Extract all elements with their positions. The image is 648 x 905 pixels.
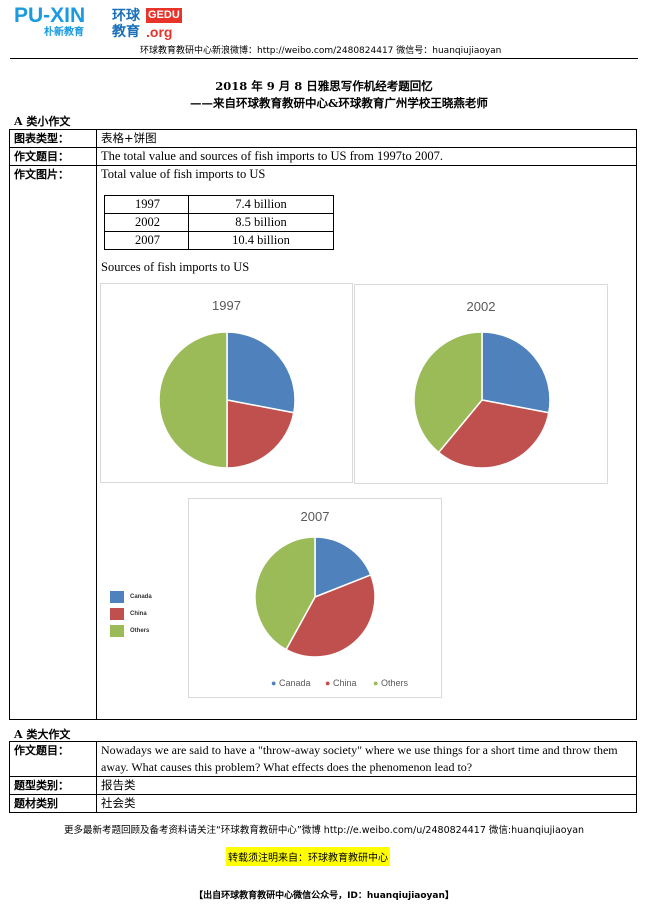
puxin-logo: PU-XIN 朴新教育	[14, 4, 98, 42]
pie-chart-2002	[413, 331, 551, 469]
row-label: 作文题目：	[9, 741, 97, 777]
value-cell: 8.5 billion	[188, 213, 334, 232]
gedu-logo-line1: 环球	[112, 8, 140, 24]
footer-info: 更多最新考题回顾及备考资料请关注“环球教育教研中心”微博 http://e.we…	[63, 825, 585, 836]
legend-label-china: China	[130, 611, 147, 617]
gedu-logo-line2: 教育	[112, 24, 140, 40]
table-row: 作文题目： Nowadays we are said to have a "th…	[9, 741, 637, 777]
row-label: 作文图片：	[9, 165, 97, 720]
fish-value-table: 1997 7.4 billion 2002 8.5 billion 2007 10.4…	[104, 195, 334, 250]
section-heading-large: A 类大作文	[14, 728, 71, 741]
footer-highlight: 转载须注明来自：环球教育教研中心	[226, 847, 390, 866]
pie-slice-china	[285, 573, 376, 658]
year-cell: 1997	[104, 195, 189, 214]
image-caption: Total value of fish imports to US	[101, 167, 266, 181]
legend-bottom-china: ● China	[325, 678, 357, 688]
footer-source: 【出自环球教育教研中心微信公众号，ID：huanqiujiaoyan】	[194, 891, 454, 901]
legend-bottom-others: ● Others	[373, 678, 408, 688]
year-cell: 2002	[104, 213, 189, 232]
year-cell: 2007	[104, 231, 189, 250]
pie-title: 2002	[466, 299, 496, 314]
doc-title: 2018 年 9 月 8 日雅思写作机经考题回忆	[215, 79, 433, 93]
pie-panel-2007: 2007 ● Canada ● China ● Others	[188, 498, 442, 698]
header-divider	[10, 58, 638, 59]
question-type-value: 报告类	[96, 776, 637, 795]
table-row: 题型类别： 报告类	[9, 776, 637, 795]
puxin-logo-text: PU-XIN	[14, 4, 86, 27]
pie-chart-1997	[158, 331, 296, 469]
pie-slice-canada	[226, 331, 296, 414]
pie-panel-2002: 2002	[354, 284, 608, 484]
sources-caption: Sources of fish imports to US	[101, 260, 250, 274]
table-row: 作文题目： The total value and sources of fis…	[9, 147, 637, 166]
pie-slice-canada	[481, 331, 551, 414]
legend-swatch-others	[110, 625, 124, 637]
table-row: 图表类型： 表格+饼图	[9, 129, 637, 148]
legend-swatch-canada	[110, 591, 124, 603]
essay-topic-value: Nowadays we are said to have a "throw-aw…	[96, 741, 637, 777]
large-essay-table: 作文题目： Nowadays we are said to have a "th…	[9, 741, 637, 813]
chart-type-value: 表格+饼图	[96, 129, 637, 148]
gedu-org-text: .org	[146, 24, 173, 40]
pie-title: 1997	[212, 298, 241, 313]
essay-topic-value: The total value and sources of fish impo…	[96, 147, 637, 166]
legend-swatch-china	[110, 608, 124, 620]
section-heading-small: A 类小作文	[14, 115, 71, 128]
pie-slice-china	[226, 399, 295, 469]
value-cell: 7.4 billion	[188, 195, 334, 214]
puxin-logo-subtext: 朴新教育	[44, 27, 84, 38]
pie-slice-canada	[314, 536, 372, 599]
pie-slice-others	[254, 536, 316, 651]
pie-panel-1997: 1997	[100, 283, 353, 483]
row-label: 作文题目：	[9, 147, 97, 166]
pie-slice-china	[437, 399, 550, 469]
doc-subtitle: ——来自环球教育教研中心&环球教育广州学校王晓燕老师	[190, 96, 488, 110]
legend-label-canada: Canada	[130, 594, 152, 600]
row-label: 题型类别：	[9, 776, 97, 795]
table-row: 题材类别 社会类	[9, 794, 637, 813]
table-row: 2002 8.5 billion	[104, 213, 334, 232]
header-subtitle: 环球教育教研中心新浪微博：http://weibo.com/2480824417…	[140, 46, 502, 56]
gedu-logo: 环球 教育 GEDU .org	[112, 8, 182, 44]
table-row: 2007 10.4 billion	[104, 231, 334, 250]
gedu-badge: GEDU	[146, 8, 182, 23]
table-row: 1997 7.4 billion	[104, 195, 334, 214]
pie-title: 2007	[300, 509, 330, 524]
pie-slice-others	[158, 331, 228, 469]
legend-bottom-canada: ● Canada	[271, 678, 311, 688]
pie-chart-2007	[254, 536, 376, 658]
pie-slice-others	[413, 331, 483, 454]
topic-category-value: 社会类	[96, 794, 637, 813]
legend-label-others: Others	[130, 628, 150, 634]
row-label: 图表类型：	[9, 129, 97, 148]
row-label: 题材类别	[9, 794, 97, 813]
value-cell: 10.4 billion	[188, 231, 334, 250]
